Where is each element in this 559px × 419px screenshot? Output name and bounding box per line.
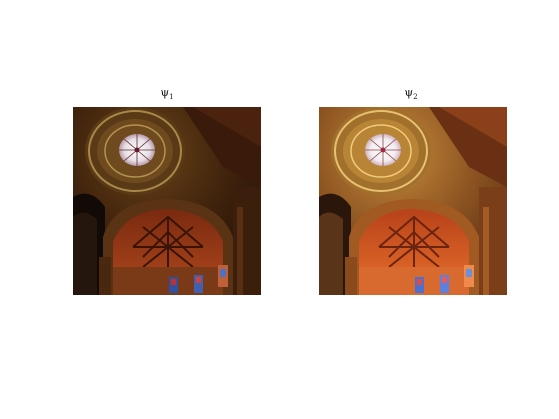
panel-2-title: ψ2 [391,86,431,101]
cathedral-dome-image-dark [73,107,261,295]
panel-1-title-subscript: 1 [169,93,174,102]
panel-2-image [319,107,507,295]
panel-1-title-symbol: ψ [160,86,170,99]
panel-1-image [73,107,261,295]
panel-2-title-subscript: 2 [413,93,418,102]
panel-2-title-symbol: ψ [404,86,414,99]
cathedral-dome-image-bright [319,107,507,295]
panel-1-title: ψ1 [147,86,187,101]
